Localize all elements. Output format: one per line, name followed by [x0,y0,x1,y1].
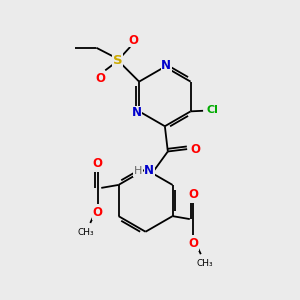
Text: O: O [93,157,103,170]
Text: O: O [129,34,139,47]
Text: O: O [188,237,198,250]
Text: N: N [132,106,142,119]
Text: O: O [93,206,103,219]
Text: CH₃: CH₃ [77,228,94,237]
Text: S: S [113,54,122,67]
Text: O: O [188,188,198,201]
Text: H: H [134,167,142,176]
Text: Cl: Cl [207,105,219,115]
Text: O: O [96,72,106,85]
Text: O: O [190,142,200,156]
Text: N: N [144,164,154,177]
Text: CH₃: CH₃ [197,259,214,268]
Text: N: N [161,59,171,72]
